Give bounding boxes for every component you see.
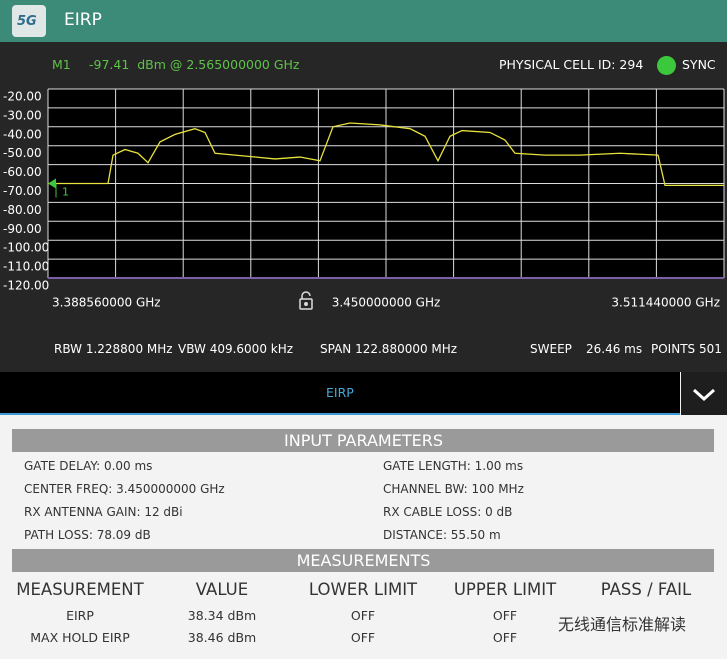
span: SPAN 122.880000 MHz [320,343,457,355]
param: GATE DELAY: 0.00 ms [24,460,152,472]
column-header: PASS / FAIL [576,582,716,599]
x-tick-label: 3.450000000 GHz [332,296,441,310]
chevron [681,372,727,415]
cell: OFF [435,610,575,623]
watermark: 无线通信标准解读 [558,617,686,633]
sweep-label: SWEEP [530,343,572,355]
rbw: RBW 1.228800 MHz [54,343,173,355]
y-tick-label: -70.00 [3,184,42,198]
spectrum-chart: -20.00 -30.00 -40.00 -50.00 -60.00 -70.00 -80.… [0,0,727,320]
x-tick-label: 3.388560000 GHz [52,296,161,310]
input-title: INPUT PARAMETERS [0,433,727,449]
lock-icon[interactable] [300,292,312,309]
param: CENTER FREQ: 3.450000000 GHz [24,483,225,495]
param: CHANNEL BW: 100 MHz [383,483,524,495]
cell: OFF [293,632,433,645]
column-header: UPPER LIMIT [435,582,575,599]
vbw: VBW 409.6000 kHz [178,343,293,355]
y-tick-label: -40.00 [3,127,42,141]
tab-label[interactable]: EIRP [326,387,354,400]
column-header: LOWER LIMIT [293,582,433,599]
param: GATE LENGTH: 1.00 ms [383,460,523,472]
column-header: MEASUREMENT [10,582,150,599]
sweep-time: 26.46 ms [586,343,642,355]
y-tick-label: -30.00 [3,108,42,122]
tab-bar: EIRP [0,372,680,415]
y-tick-label: -60.00 [3,165,42,179]
param: PATH LOSS: 78.09 dB [24,529,151,541]
y-tick-label: -110.00 [3,260,49,274]
cell: OFF [293,610,433,623]
dropdown-button[interactable] [681,372,727,415]
y-tick-label: -80.00 [3,203,42,217]
y-tick-label: -20.00 [3,90,42,104]
points: POINTS 501 [651,343,722,355]
cell: MAX HOLD EIRP [10,632,150,645]
measurements-title: MEASUREMENTS [0,553,727,569]
marker-label: 1 [62,186,69,199]
x-tick-label: 3.511440000 GHz [611,296,720,310]
param: DISTANCE: 55.50 m [383,529,501,541]
cell: OFF [435,632,575,645]
cell: EIRP [10,610,150,623]
y-tick-label: -90.00 [3,222,42,236]
column-header: VALUE [152,582,292,599]
y-tick-label: -50.00 [3,146,42,160]
cell: 38.46 dBm [152,632,292,645]
y-tick-label: -120.00 [3,279,49,293]
param: RX ANTENNA GAIN: 12 dBi [24,506,183,518]
cell: 38.34 dBm [152,610,292,623]
param: RX CABLE LOSS: 0 dB [383,506,512,518]
y-tick-label: -100.00 [3,241,49,255]
